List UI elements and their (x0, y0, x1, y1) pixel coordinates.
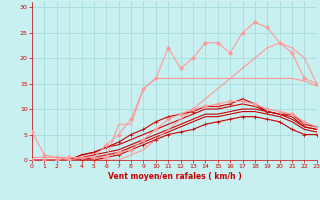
X-axis label: Vent moyen/en rafales ( km/h ): Vent moyen/en rafales ( km/h ) (108, 172, 241, 181)
